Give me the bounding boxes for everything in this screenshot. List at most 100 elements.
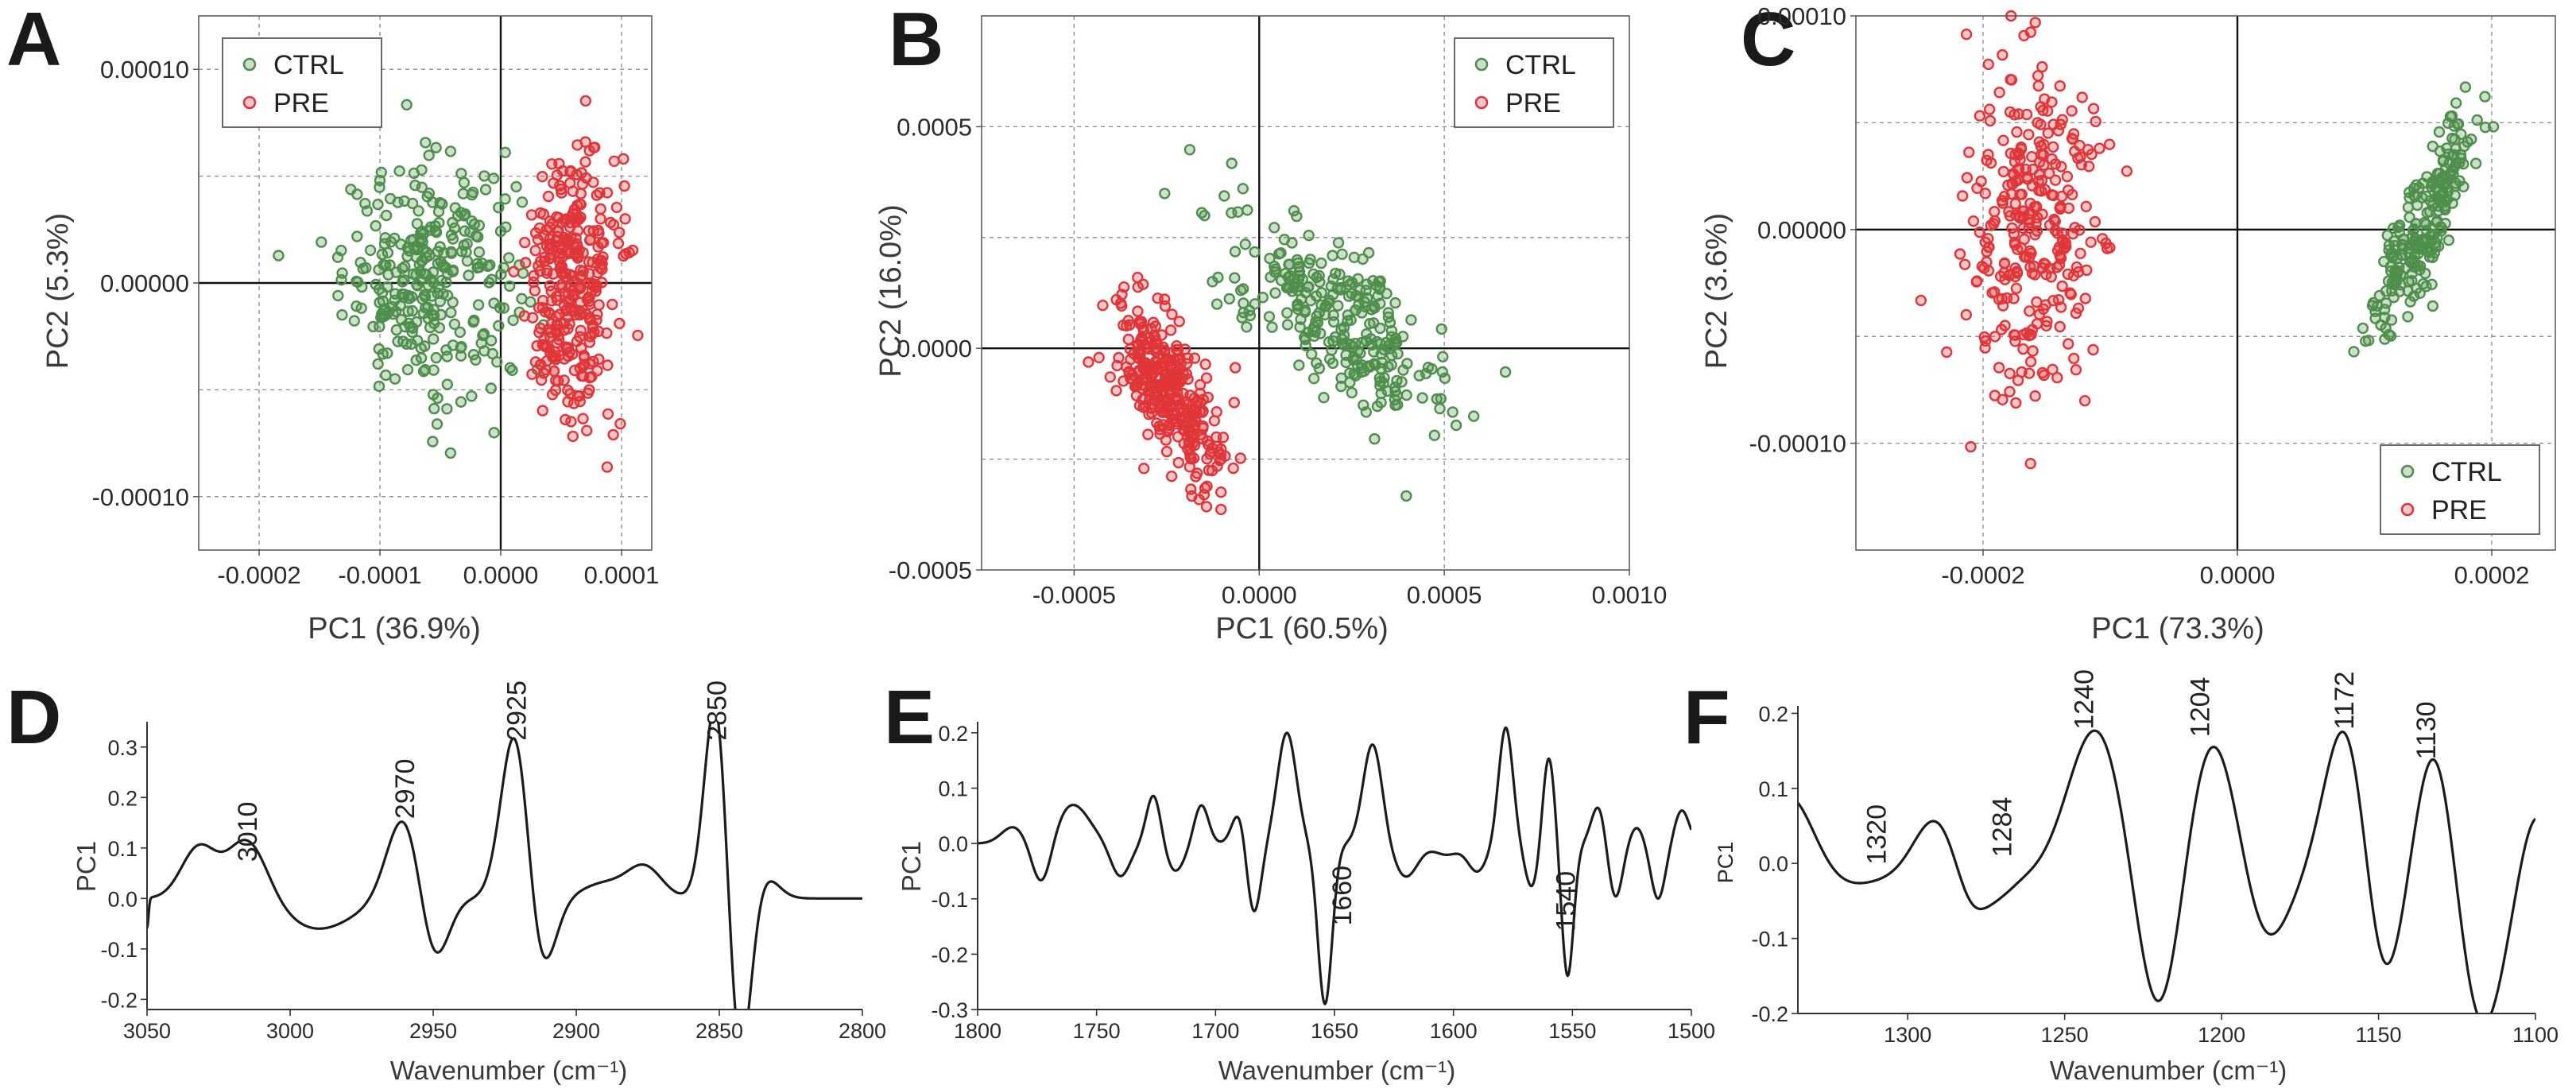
y-tick-label: -0.00010 xyxy=(92,483,189,511)
data-point-ctrl xyxy=(1159,188,1171,200)
data-point-pre xyxy=(1199,358,1211,370)
data-point-ctrl xyxy=(2433,126,2446,138)
data-point-ctrl xyxy=(408,167,420,180)
data-point-pre xyxy=(1156,419,1169,431)
data-point-ctrl xyxy=(364,244,377,256)
data-point-pre xyxy=(583,371,596,384)
y-axis-label: PC1 xyxy=(897,841,926,892)
data-point-ctrl xyxy=(376,248,389,261)
data-point-ctrl xyxy=(2388,277,2400,289)
data-point-ctrl xyxy=(1234,285,1247,296)
data-point-ctrl xyxy=(482,260,494,273)
data-point-ctrl xyxy=(1257,292,1269,304)
data-point-ctrl xyxy=(1392,347,1404,360)
x-tick-label: 1750 xyxy=(1073,1019,1121,1043)
data-point-pre xyxy=(582,387,594,399)
data-point-pre xyxy=(564,165,577,177)
data-point-ctrl xyxy=(1218,190,1230,202)
panel-b: B -0.0005 0.0000 0.0005 0.0010 -0.0005 0.0000 0… xyxy=(874,0,1667,645)
data-point-pre xyxy=(1228,397,1241,409)
data-point-pre xyxy=(2086,148,2098,161)
data-point-pre xyxy=(528,269,540,282)
data-point-pre xyxy=(1083,356,1094,368)
data-point-pre xyxy=(1137,463,1150,475)
data-point-ctrl xyxy=(1389,296,1401,309)
data-point-pre xyxy=(1989,389,2001,401)
data-point-ctrl xyxy=(1374,322,1386,335)
data-point-pre xyxy=(1997,48,2009,61)
data-point-pre xyxy=(537,405,548,417)
data-point-pre xyxy=(2003,206,2015,218)
data-point-pre xyxy=(593,227,605,239)
data-point-pre xyxy=(535,358,547,370)
data-point-ctrl xyxy=(392,335,404,347)
data-point-pre xyxy=(587,355,599,367)
data-point-ctrl xyxy=(1499,366,1512,378)
data-point-pre xyxy=(2058,242,2070,255)
data-point-pre xyxy=(1158,293,1171,305)
data-point-pre xyxy=(2067,352,2080,365)
data-point-ctrl xyxy=(2441,142,2453,154)
data-point-pre xyxy=(1978,331,1990,343)
data-point-ctrl xyxy=(475,337,487,349)
data-point-pre xyxy=(2017,343,2029,355)
data-point-pre xyxy=(1189,413,1201,425)
data-point-pre xyxy=(2047,295,2059,307)
data-point-ctrl xyxy=(1269,287,1281,299)
data-point-ctrl xyxy=(351,231,363,242)
data-point-ctrl xyxy=(393,165,405,177)
data-point-pre xyxy=(2011,267,2024,279)
data-point-ctrl xyxy=(1447,406,1458,418)
data-point-ctrl xyxy=(428,364,440,376)
data-point-ctrl xyxy=(1183,144,1196,156)
data-point-pre xyxy=(525,209,538,221)
data-point-pre xyxy=(2008,228,2020,240)
data-point-ctrl xyxy=(1242,204,1253,216)
panel-letter-f: F xyxy=(1683,675,1730,760)
data-point-ctrl xyxy=(445,306,457,319)
data-point-pre xyxy=(555,262,567,273)
data-point-pre xyxy=(2016,188,2028,200)
data-point-pre xyxy=(601,327,613,339)
data-point-ctrl xyxy=(409,179,421,192)
data-point-ctrl xyxy=(471,258,483,269)
data-point-ctrl xyxy=(495,269,507,281)
data-point-ctrl xyxy=(2393,226,2405,238)
x-tick-label: 0.0001 xyxy=(584,561,660,589)
y-tick-label: -0.1 xyxy=(100,938,138,962)
data-point-pre xyxy=(2012,174,2024,186)
data-point-pre xyxy=(1200,372,1213,384)
data-point-pre xyxy=(533,302,545,314)
data-point-ctrl xyxy=(1368,300,1381,312)
data-point-ctrl xyxy=(2431,232,2443,244)
data-point-pre xyxy=(2069,222,2081,234)
data-point-ctrl xyxy=(504,280,516,293)
data-point-pre xyxy=(614,227,626,238)
data-point-ctrl xyxy=(2373,289,2386,302)
data-point-ctrl xyxy=(2442,234,2455,246)
legend-marker-pre xyxy=(2400,502,2415,517)
data-point-ctrl xyxy=(1416,392,1428,404)
data-point-ctrl xyxy=(2389,266,2401,279)
data-point-ctrl xyxy=(455,396,467,408)
data-point-pre xyxy=(1160,445,1173,458)
data-point-ctrl xyxy=(503,252,515,264)
data-point-ctrl xyxy=(455,168,467,180)
x-tick-label: 2850 xyxy=(695,1019,743,1043)
legend-box xyxy=(1454,37,1614,128)
data-point-ctrl xyxy=(2427,300,2439,312)
data-point-pre xyxy=(619,213,631,225)
y-tick-label: 0.00010 xyxy=(100,56,189,83)
data-point-pre xyxy=(545,285,557,297)
data-point-ctrl xyxy=(1437,351,1449,362)
data-point-pre xyxy=(519,236,531,249)
data-point-pre xyxy=(2062,268,2074,281)
data-point-ctrl xyxy=(470,354,482,366)
data-point-pre xyxy=(595,277,608,289)
data-point-ctrl xyxy=(422,279,435,292)
data-point-pre xyxy=(564,177,576,189)
data-point-ctrl xyxy=(2411,259,2423,271)
data-point-pre xyxy=(1097,300,1109,312)
data-point-pre xyxy=(1984,114,1997,127)
data-point-ctrl xyxy=(405,291,418,303)
